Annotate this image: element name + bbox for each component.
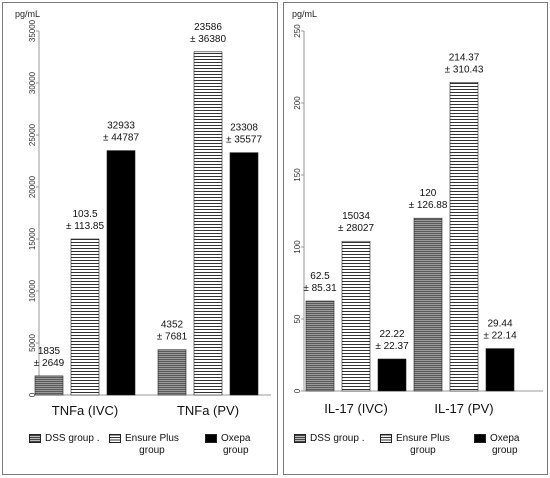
data-label: 120 ± 126.88 <box>409 188 448 211</box>
data-label-line: 32933 <box>107 121 135 132</box>
y-tick-label: 50 <box>293 314 302 323</box>
bar <box>157 349 187 396</box>
right-chart-panel: pg/mL 0 50 100 150 200 250 62.5 ± 85.31 15034 ± 28… <box>283 2 548 475</box>
bar <box>485 348 515 392</box>
il17-chart: pg/mL 0 50 100 150 200 250 62.5 ± 85.31 15034 ± 28… <box>292 9 543 416</box>
data-label-line: 4352 <box>161 320 184 331</box>
data-label-line: 29.44 <box>487 319 512 330</box>
bar <box>413 217 443 392</box>
bar <box>377 358 407 392</box>
bar <box>229 152 259 396</box>
y-tick-label: 0 <box>28 392 37 397</box>
bar <box>341 240 371 392</box>
dss-swatch <box>294 434 306 443</box>
legend-item-oxepa: Oxepa group <box>205 433 250 457</box>
y-tick-label: 100 <box>293 240 302 254</box>
data-label-line: 214.37 <box>449 52 480 63</box>
legend-label-ensure: Ensure Plus group <box>125 433 179 456</box>
data-label: 32933 ± 44787 <box>103 121 140 144</box>
data-label-line: ± 113.85 <box>66 221 105 232</box>
data-label-line: 23586 <box>194 22 222 33</box>
data-label-line: 103.5 <box>72 209 97 220</box>
y-tick-label: 5000 <box>28 334 37 352</box>
legend-item-dss: DSS group . <box>29 433 99 445</box>
data-label-line: 15034 <box>342 211 370 222</box>
data-label-line: 1835 <box>38 346 61 357</box>
y-tick-label: 15000 <box>28 227 37 250</box>
bar <box>70 238 100 396</box>
oxepa-swatch <box>205 434 217 443</box>
data-label-line: 23308 <box>230 123 258 134</box>
data-label-line: ± 22.37 <box>375 341 409 352</box>
data-label-line: 62.5 <box>310 271 330 282</box>
bar <box>106 150 136 396</box>
data-label: 4352 ± 7681 <box>157 320 188 343</box>
y-tick-label: 250 <box>293 24 302 38</box>
legend-left: DSS group . Ensure Plus group Oxepa grou… <box>3 431 279 471</box>
legend-right: DSS group . Ensure Plus group Oxepa grou… <box>284 431 549 471</box>
data-label: 23586 ± 36380 <box>190 22 227 45</box>
data-label-line: ± 310.43 <box>445 64 484 75</box>
y-tick-label: 150 <box>293 168 302 182</box>
category-label: TNFa (PV) <box>177 403 239 418</box>
y-tick-label: 10000 <box>28 279 37 302</box>
data-label-line: ± 44787 <box>103 133 140 144</box>
bar <box>193 51 223 396</box>
tnfa-chart: pg/mL 0 5000 10000 15000 20000 25000 30000 35000… <box>15 9 271 418</box>
y-tick-label: 30000 <box>28 71 37 94</box>
data-label: 22.22 ± 22.37 <box>375 329 409 352</box>
bar <box>34 375 64 396</box>
legend-item-oxepa: Oxepa group <box>474 433 519 457</box>
data-label: 23308 ± 35577 <box>226 123 263 146</box>
category-label: IL-17 (IVC) <box>324 401 388 416</box>
data-label-line: ± 85.31 <box>303 283 337 294</box>
data-label-line: ± 2649 <box>34 358 65 369</box>
ensure-swatch <box>380 434 392 443</box>
legend-item-dss: DSS group . <box>294 433 364 445</box>
data-label-line: ± 22.14 <box>483 331 517 342</box>
y-unit-label: pg/mL <box>15 9 40 19</box>
data-label-line: ± 28027 <box>338 223 375 234</box>
data-label-line: ± 36380 <box>190 34 227 45</box>
data-label-line: ± 7681 <box>157 332 188 343</box>
left-chart-panel: pg/mL 0 5000 10000 15000 20000 25000 30000 35000… <box>2 2 278 475</box>
dss-swatch <box>29 434 41 443</box>
ensure-swatch <box>109 434 121 443</box>
y-unit-label: pg/mL <box>292 9 317 19</box>
bar <box>449 82 479 392</box>
y-tick-label: 20000 <box>28 175 37 198</box>
data-label: 29.44 ± 22.14 <box>483 319 517 342</box>
category-label: IL-17 (PV) <box>434 401 493 416</box>
y-tick-label: 35000 <box>28 19 37 42</box>
data-label: 103.5 ± 113.85 <box>66 209 105 232</box>
data-label: 214.37 ± 310.43 <box>445 52 484 75</box>
y-tick-label: 25000 <box>28 123 37 146</box>
category-label: TNFa (IVC) <box>52 403 118 418</box>
data-label: 62.5 ± 85.31 <box>303 271 337 294</box>
y-tick-label: 0 <box>293 388 302 393</box>
data-label-line: 120 <box>420 188 437 199</box>
data-label-line: 22.22 <box>379 329 404 340</box>
legend-label-oxepa: Oxepa group <box>490 433 520 456</box>
bar <box>305 300 335 392</box>
legend-item-ensure: Ensure Plus group <box>380 433 450 457</box>
legend-label-oxepa: Oxepa group <box>221 433 251 456</box>
data-label: 15034 ± 28027 <box>338 211 375 234</box>
legend-label-ensure: Ensure Plus group <box>396 433 450 456</box>
legend-label-dss: DSS group . <box>45 433 100 444</box>
oxepa-swatch <box>474 434 486 443</box>
legend-label-dss: DSS group . <box>310 433 365 444</box>
data-label-line: ± 126.88 <box>409 200 448 211</box>
y-tick-label: 200 <box>293 96 302 110</box>
data-label-line: ± 35577 <box>226 135 263 146</box>
legend-item-ensure: Ensure Plus group <box>109 433 179 457</box>
data-label: 1835 ± 2649 <box>34 346 65 369</box>
